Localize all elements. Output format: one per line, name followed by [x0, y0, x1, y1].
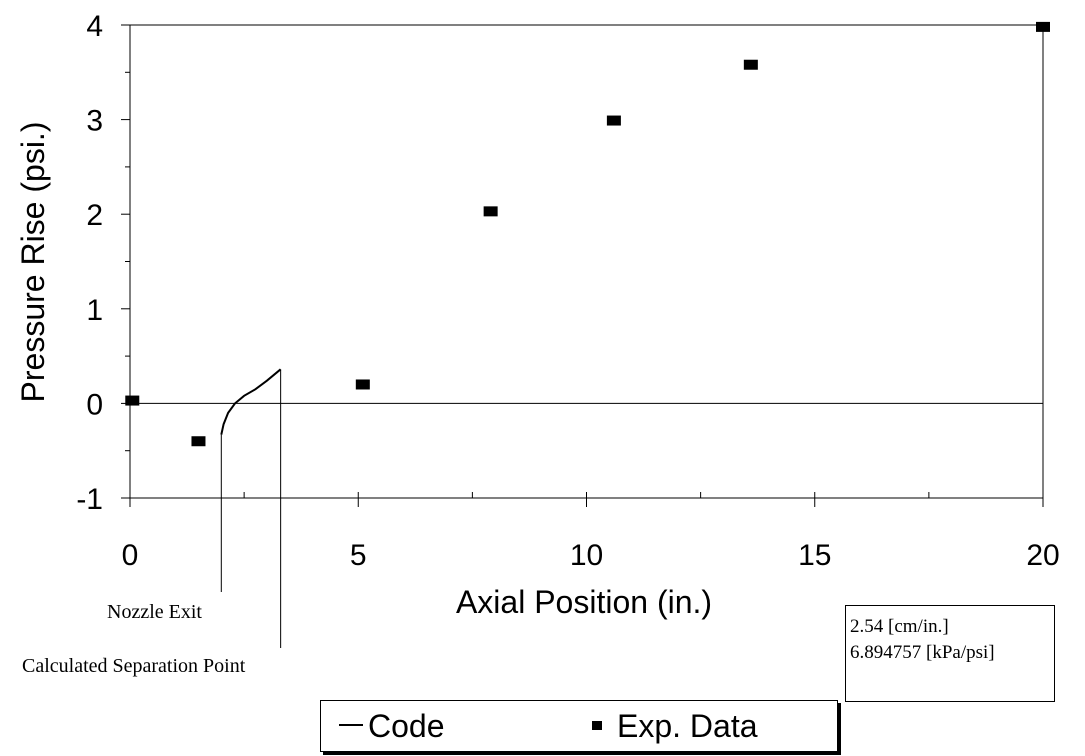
- y-tick-label: 4: [86, 10, 103, 43]
- y-tick-label: 3: [86, 105, 103, 138]
- x-tick-label: 5: [350, 539, 367, 572]
- exp-data-point: [483, 206, 498, 217]
- exp-data-point: [125, 395, 140, 406]
- y-tick-label: 1: [86, 294, 103, 327]
- x-tick-label: 15: [798, 539, 831, 572]
- legend: Code Exp. Data: [320, 700, 838, 752]
- conversion-length: 2.54 [cm/in.]: [850, 616, 949, 637]
- x-tick-label: 10: [570, 539, 603, 572]
- conversion-pressure: 6.894757 [kPa/psi]: [850, 642, 995, 663]
- legend-code-label: Code: [368, 708, 445, 744]
- exp-data-point: [1036, 21, 1050, 32]
- legend-exp-label: Exp. Data: [617, 708, 758, 744]
- series-layer: [125, 21, 1050, 447]
- y-tick-label: -1: [76, 483, 103, 516]
- exp-data-point: [355, 379, 370, 390]
- exp-data-point: [606, 115, 621, 126]
- axis-ticks: [121, 24, 1044, 507]
- separation-point-label: Calculated Separation Point: [22, 655, 246, 677]
- y-tick-label: 0: [86, 388, 103, 421]
- legend-exp-swatch: [592, 721, 602, 730]
- nozzle-exit-label: Nozzle Exit: [107, 601, 202, 623]
- y-axis-title: Pressure Rise (psi.): [15, 122, 51, 403]
- exp-data-point: [743, 59, 758, 70]
- tick-labels: 0 5 10 15 20 -1 0 1 2 3 4: [76, 10, 1059, 572]
- x-axis-title: Axial Position (in.): [456, 584, 712, 620]
- x-tick-label: 20: [1026, 539, 1059, 572]
- annotation-layer: Nozzle Exit Calculated Separation Point: [22, 369, 282, 677]
- code-series-line: [220, 368, 282, 435]
- unit-conversion-box: 2.54 [cm/in.] 6.894757 [kPa/psi]: [845, 605, 1055, 702]
- exp-data-point: [191, 436, 206, 447]
- x-tick-label: 0: [122, 539, 139, 572]
- y-tick-label: 2: [86, 199, 103, 232]
- legend-graphic: Code Exp. Data: [339, 708, 758, 744]
- plot-frame: [129, 24, 1044, 499]
